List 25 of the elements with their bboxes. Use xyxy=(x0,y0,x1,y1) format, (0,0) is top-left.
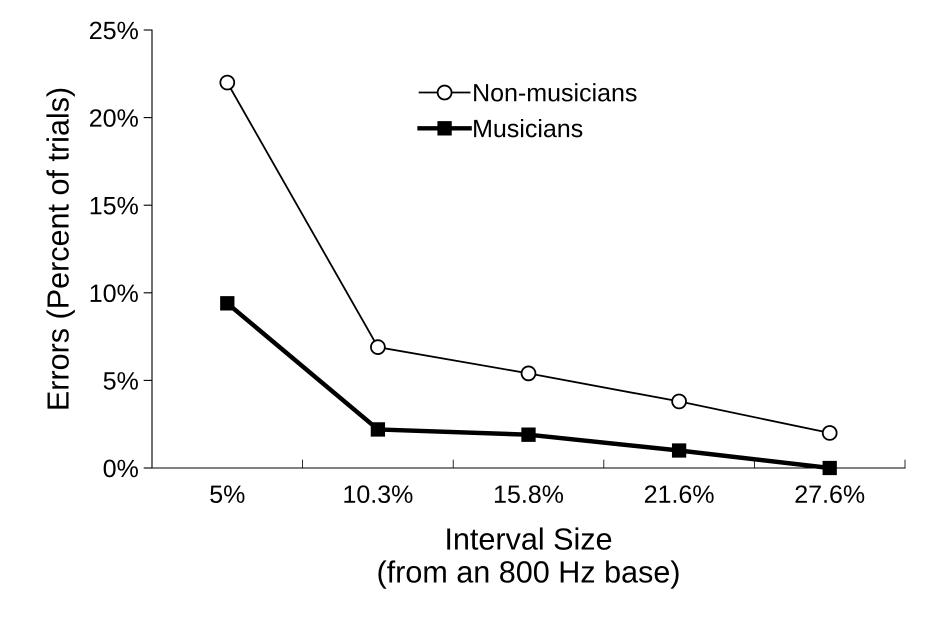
point xyxy=(822,425,838,441)
x-tick-label: 5% xyxy=(210,485,244,504)
point xyxy=(822,460,837,476)
point xyxy=(520,366,536,382)
x-tick-label: 21.6% xyxy=(644,485,714,504)
y-tick-label: 25% xyxy=(90,22,138,40)
y-tick-label: 5% xyxy=(104,372,138,390)
point xyxy=(219,74,236,90)
x-tick-label: 10.3% xyxy=(344,485,412,504)
point xyxy=(521,428,536,442)
point xyxy=(672,443,686,458)
point xyxy=(370,339,386,355)
x-tick-label: 27.6% xyxy=(796,485,864,504)
point xyxy=(220,296,234,310)
legend-label: Musicians xyxy=(474,118,582,138)
x-axis-title: Interval Size (from an 800 Hz base) xyxy=(378,527,679,589)
y-tick-label: 0% xyxy=(104,460,138,478)
x-tick-label: 15.8% xyxy=(494,485,564,504)
y-axis-title: Errors (Percent of trials) xyxy=(46,88,75,409)
y-tick-label: 20% xyxy=(90,109,138,127)
y-tick-label: 10% xyxy=(90,284,138,302)
y-tick-label: 15% xyxy=(90,196,138,215)
legend-label: Non-musicians xyxy=(474,83,637,102)
point xyxy=(370,422,386,437)
point xyxy=(671,394,687,410)
